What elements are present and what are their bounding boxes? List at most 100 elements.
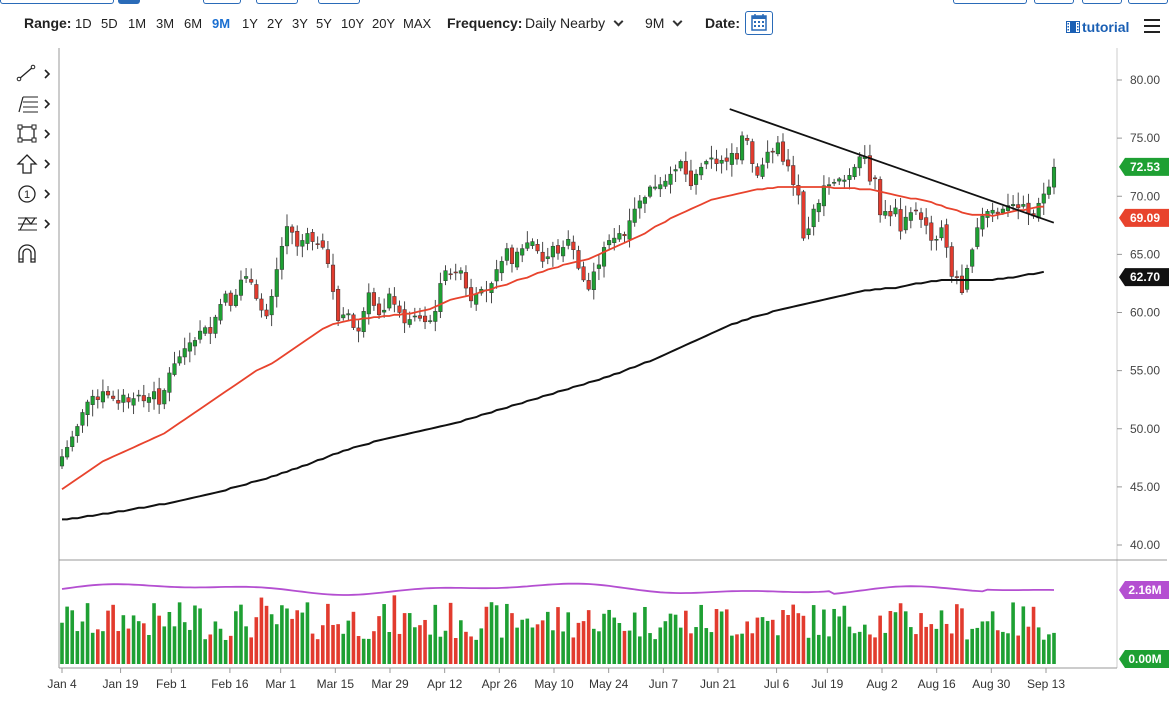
volume-bar xyxy=(448,602,453,664)
candle-body xyxy=(857,156,862,169)
last-price-label-text: 72.53 xyxy=(1130,160,1160,174)
candle-body xyxy=(520,248,525,256)
range-20y[interactable]: 20Y xyxy=(372,16,396,31)
volume-bar xyxy=(668,613,673,664)
frequency-dropdown[interactable]: Daily Nearby xyxy=(525,15,624,31)
last-price-label: 72.53 xyxy=(1119,157,1169,176)
volume-bar xyxy=(407,613,412,664)
volume-bar xyxy=(750,633,755,664)
candle-body xyxy=(1016,204,1021,209)
tab-stub[interactable] xyxy=(1128,0,1168,4)
candle-body xyxy=(233,294,238,306)
ma200-label: 62.70 xyxy=(1119,268,1169,287)
volume-bar xyxy=(602,613,606,664)
range-max[interactable]: MAX xyxy=(403,16,432,31)
range-5y[interactable]: 5Y xyxy=(316,16,332,31)
volume-bar xyxy=(198,608,202,664)
volume-bar xyxy=(80,621,85,664)
volume-bar xyxy=(484,606,489,664)
candle-body xyxy=(699,166,704,176)
volume-bar xyxy=(719,611,724,664)
volume-bar xyxy=(893,612,898,664)
volume-bar xyxy=(315,639,320,664)
volume-bar xyxy=(438,636,443,664)
candle-body xyxy=(791,165,796,185)
line-tool-button[interactable] xyxy=(14,62,56,86)
tutorial-link[interactable]: tutorial xyxy=(1066,19,1129,35)
candle-body xyxy=(806,228,811,236)
candle-body xyxy=(770,150,775,153)
volume-bar xyxy=(914,634,918,664)
candle-body xyxy=(694,173,699,185)
counter-tool-button[interactable]: 1 xyxy=(14,182,56,206)
volume-bar xyxy=(1036,627,1041,664)
tab-stub[interactable] xyxy=(118,0,140,4)
volume-bar xyxy=(566,612,571,664)
range-2y[interactable]: 2Y xyxy=(267,16,283,31)
fib-tool-button[interactable] xyxy=(14,92,56,116)
candle-body xyxy=(934,239,939,241)
fib-tool-icon xyxy=(18,96,51,113)
candle-body xyxy=(929,222,934,241)
range-10y[interactable]: 10Y xyxy=(341,16,365,31)
date-picker-button[interactable] xyxy=(745,11,773,35)
volume-bar xyxy=(960,608,964,664)
candle-body xyxy=(387,293,392,309)
volume-bar xyxy=(883,632,888,664)
volume-bar xyxy=(203,639,207,664)
candle-body xyxy=(714,158,719,164)
volume-bar xyxy=(106,610,110,664)
range-1y[interactable]: 1Y xyxy=(242,16,258,31)
candle-body xyxy=(351,314,356,328)
volume-bar xyxy=(607,609,611,664)
candle-body xyxy=(796,185,801,196)
hamburger-menu-icon[interactable] xyxy=(1144,19,1160,33)
candle-body xyxy=(847,175,852,180)
candle-body xyxy=(95,396,100,400)
tab-stub[interactable] xyxy=(1082,0,1122,4)
magnet-button[interactable] xyxy=(14,242,56,266)
range-1d[interactable]: 1D xyxy=(75,16,92,31)
tab-stub[interactable] xyxy=(318,0,360,4)
period-dropdown[interactable]: 9M xyxy=(645,15,683,31)
range-3m[interactable]: 3M xyxy=(156,16,175,31)
volume-bar xyxy=(689,633,693,664)
frequency-value: Daily Nearby xyxy=(525,15,606,31)
candle-body xyxy=(177,356,182,364)
pattern-tool-button[interactable] xyxy=(14,212,56,236)
range-6m[interactable]: 6M xyxy=(184,16,203,31)
range-5d[interactable]: 5D xyxy=(101,16,118,31)
tab-stub[interactable] xyxy=(0,0,114,4)
candle-body xyxy=(167,372,172,393)
candle-body xyxy=(709,157,714,160)
volume-bar xyxy=(249,637,253,664)
volume-bar xyxy=(515,627,519,664)
tab-stub[interactable] xyxy=(256,0,298,4)
candle-body xyxy=(458,270,463,274)
x-tick-label: Mar 15 xyxy=(317,677,355,691)
range-1m[interactable]: 1M xyxy=(128,16,147,31)
y-tick-label: 80.00 xyxy=(1130,73,1160,87)
tab-stub[interactable] xyxy=(1034,0,1074,4)
volume-bar xyxy=(295,610,300,664)
tab-stub[interactable] xyxy=(953,0,1027,4)
range-9m[interactable]: 9M xyxy=(212,16,231,31)
trendline[interactable] xyxy=(729,108,1055,224)
candle-body xyxy=(85,401,90,415)
volume-bar xyxy=(520,619,525,664)
volume-bar xyxy=(218,628,223,664)
volume-bar xyxy=(658,627,663,664)
volume-bar xyxy=(709,632,714,664)
volume-bar xyxy=(356,636,361,664)
tab-stub[interactable] xyxy=(203,0,241,4)
volume-bar xyxy=(576,622,581,664)
volume-bar xyxy=(888,610,893,664)
range-3y[interactable]: 3Y xyxy=(292,16,308,31)
x-tick-label: Jan 4 xyxy=(47,677,77,691)
volume-bar xyxy=(300,612,305,664)
candle-body xyxy=(499,261,504,274)
arrow-tool-button[interactable] xyxy=(14,152,56,176)
rectangle-tool-button[interactable] xyxy=(14,122,56,146)
y-tick-label: 70.00 xyxy=(1130,189,1160,203)
